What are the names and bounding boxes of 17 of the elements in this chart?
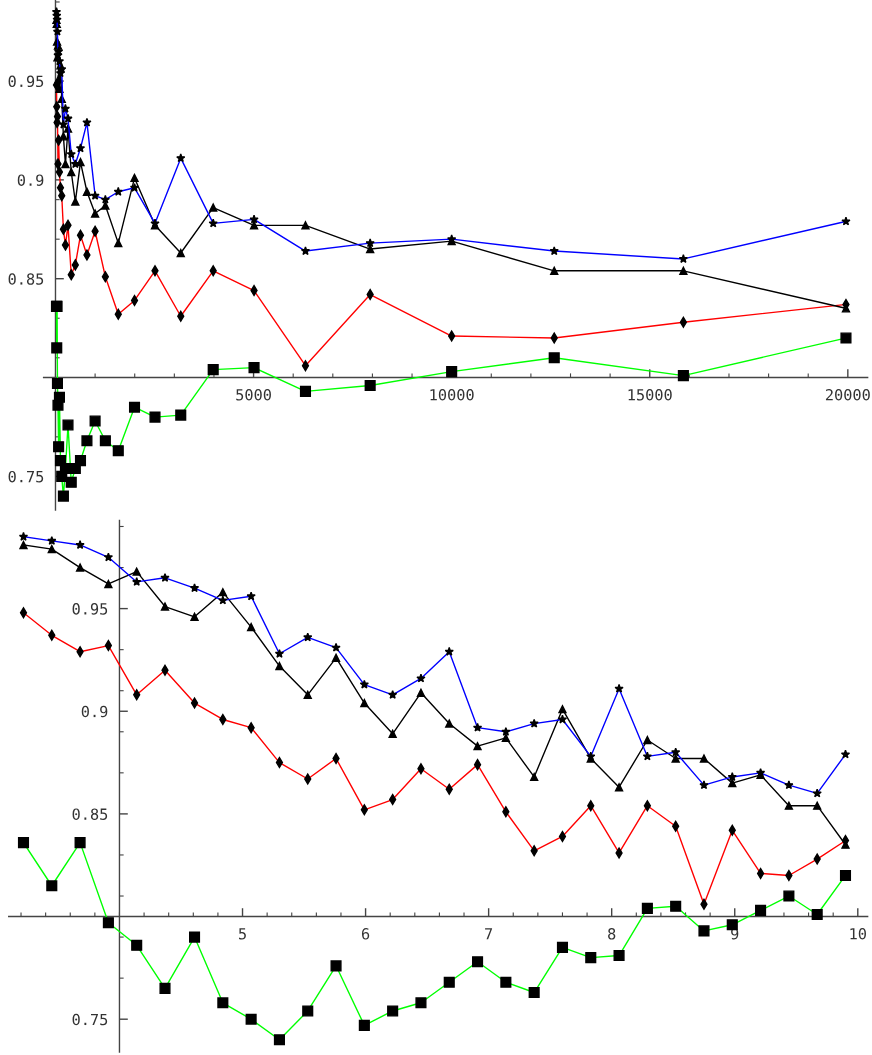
x-tick-label: 5 (238, 928, 246, 940)
x-tick-label: 10000 (430, 389, 474, 401)
x-tick-label: 7 (485, 928, 493, 940)
x-tick-label: 5000 (236, 389, 271, 401)
x-tick-label: 15000 (628, 389, 672, 401)
y-tick-label: 0.95 (72, 603, 108, 615)
y-tick-label: 0.9 (81, 705, 108, 718)
x-tick-label: 20000 (825, 389, 870, 401)
y-tick-label: 0.85 (8, 273, 44, 285)
x-tick-label: 6 (361, 928, 370, 940)
y-tick-label: 0.95 (8, 75, 44, 88)
y-tick-label: 0.85 (72, 808, 108, 820)
x-tick-label: 8 (608, 928, 616, 940)
x-tick-label: 10 (850, 928, 866, 940)
y-tick-label: 0.75 (72, 1013, 108, 1026)
y-tick-label: 0.9 (17, 174, 44, 186)
y-tick-label: 0.75 (8, 470, 44, 483)
